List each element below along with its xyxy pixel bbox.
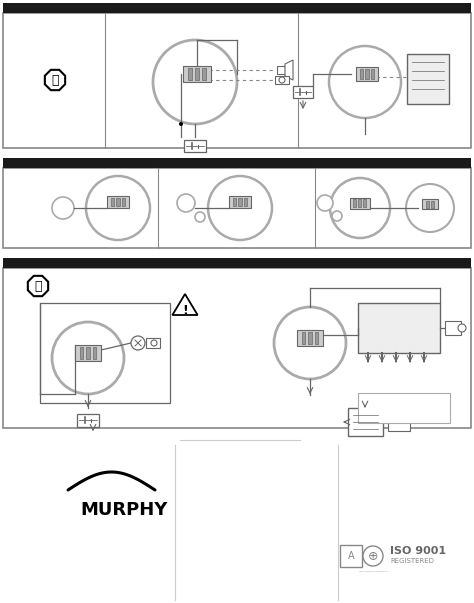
Circle shape xyxy=(458,324,466,332)
Circle shape xyxy=(330,178,390,238)
Circle shape xyxy=(179,122,183,126)
Bar xyxy=(308,332,312,344)
Bar xyxy=(360,69,363,79)
Bar xyxy=(3,168,471,248)
Bar xyxy=(122,198,125,206)
Bar xyxy=(348,408,383,436)
Text: ISO 9001: ISO 9001 xyxy=(390,546,446,556)
Text: ✋: ✋ xyxy=(51,74,59,86)
Text: ___________: ___________ xyxy=(358,566,388,572)
Bar xyxy=(244,198,247,206)
Text: REGISTERED: REGISTERED xyxy=(390,558,434,564)
Bar xyxy=(229,196,251,208)
Circle shape xyxy=(406,184,454,232)
Bar xyxy=(111,198,114,206)
Bar xyxy=(238,198,242,206)
Circle shape xyxy=(86,176,150,240)
Bar xyxy=(183,66,211,82)
Bar xyxy=(184,140,206,152)
Bar xyxy=(431,201,434,207)
Bar xyxy=(277,66,285,74)
Bar xyxy=(340,545,362,567)
Bar xyxy=(315,332,319,344)
Text: !: ! xyxy=(182,303,188,317)
Circle shape xyxy=(329,46,401,118)
Polygon shape xyxy=(45,70,65,90)
Bar xyxy=(275,76,289,84)
Bar xyxy=(75,345,101,361)
Bar xyxy=(188,68,192,80)
Circle shape xyxy=(52,197,74,219)
Bar xyxy=(301,332,305,344)
Bar xyxy=(356,67,378,81)
Bar xyxy=(3,268,471,428)
Bar xyxy=(77,414,99,426)
Bar xyxy=(80,347,83,359)
Bar xyxy=(3,158,471,168)
Circle shape xyxy=(153,40,237,124)
Bar xyxy=(3,3,471,13)
Circle shape xyxy=(208,176,272,240)
Bar xyxy=(3,13,471,148)
Bar xyxy=(202,68,206,80)
Circle shape xyxy=(317,195,333,211)
Circle shape xyxy=(363,546,383,566)
Circle shape xyxy=(177,194,195,212)
Bar xyxy=(350,198,370,209)
Bar xyxy=(116,198,119,206)
Bar xyxy=(388,413,410,431)
Bar xyxy=(40,303,170,403)
Bar xyxy=(445,321,461,335)
Circle shape xyxy=(195,212,205,222)
Bar xyxy=(364,199,366,207)
Circle shape xyxy=(279,77,285,83)
Bar xyxy=(358,199,362,207)
Bar xyxy=(86,347,90,359)
Circle shape xyxy=(151,340,157,346)
Text: ✋: ✋ xyxy=(34,280,42,292)
Text: MURPHY: MURPHY xyxy=(80,501,167,519)
Bar xyxy=(371,69,374,79)
Circle shape xyxy=(131,336,145,350)
Bar xyxy=(3,258,471,268)
Circle shape xyxy=(274,307,346,379)
Bar xyxy=(407,54,449,104)
Circle shape xyxy=(332,211,342,221)
Text: ⊕: ⊕ xyxy=(368,549,378,563)
Bar xyxy=(146,338,160,348)
Bar xyxy=(365,69,369,79)
Bar xyxy=(233,198,236,206)
Bar xyxy=(354,199,356,207)
Polygon shape xyxy=(285,60,293,80)
Bar xyxy=(293,86,313,98)
Polygon shape xyxy=(173,294,198,315)
Circle shape xyxy=(52,322,124,394)
Bar xyxy=(297,330,323,346)
Bar xyxy=(107,196,129,208)
Bar xyxy=(422,199,438,209)
Text: A: A xyxy=(348,551,354,561)
Bar xyxy=(426,201,429,207)
Bar xyxy=(92,347,96,359)
Bar xyxy=(358,303,440,353)
Bar xyxy=(195,68,199,80)
Polygon shape xyxy=(28,276,48,296)
Bar xyxy=(358,393,450,423)
